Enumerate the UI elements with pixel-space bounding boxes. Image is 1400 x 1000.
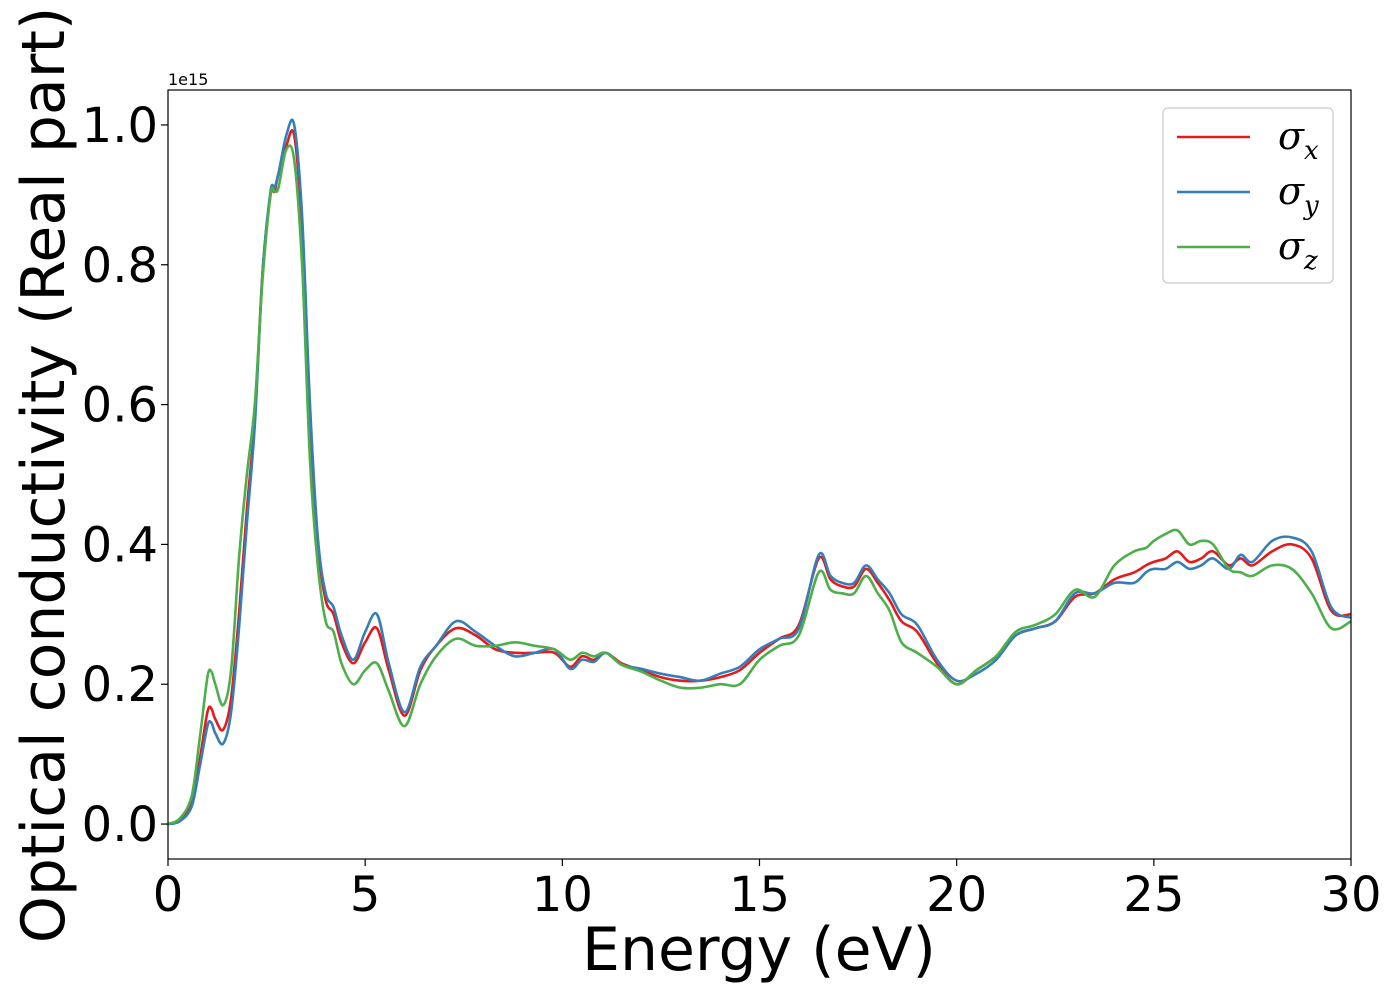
- y-offset-text: 1e15: [168, 70, 208, 89]
- y-tick-label: 0.8: [82, 238, 158, 294]
- x-tick-label: 0: [153, 867, 184, 923]
- x-tick-label: 5: [350, 867, 381, 923]
- y-tick-label: 0.2: [82, 657, 158, 713]
- y-tick-label: 0.6: [82, 378, 158, 434]
- y-tick-label: 0.0: [82, 797, 158, 853]
- x-tick-label: 15: [729, 867, 790, 923]
- x-axis-title: Energy (eV): [582, 915, 936, 985]
- x-tick-label: 25: [1123, 867, 1184, 923]
- series-line-3: [167, 144, 1352, 826]
- y-tick-label: 1.0: [82, 98, 158, 154]
- legend-box: [1162, 107, 1334, 284]
- series-lines: [167, 118, 1352, 826]
- x-axis: 0 5 10 15 20 25 30: [153, 859, 1382, 923]
- y-axis: 0.0 0.2 0.4 0.6 0.8 1.0: [82, 98, 168, 853]
- x-tick-label: 20: [926, 867, 987, 923]
- x-tick-label: 30: [1320, 867, 1381, 923]
- x-tick-label: 10: [532, 867, 593, 923]
- y-tick-label: 0.4: [82, 517, 158, 573]
- y-axis-title: Optical conductivity (Real part): [9, 7, 79, 944]
- plot-background: [168, 90, 1351, 859]
